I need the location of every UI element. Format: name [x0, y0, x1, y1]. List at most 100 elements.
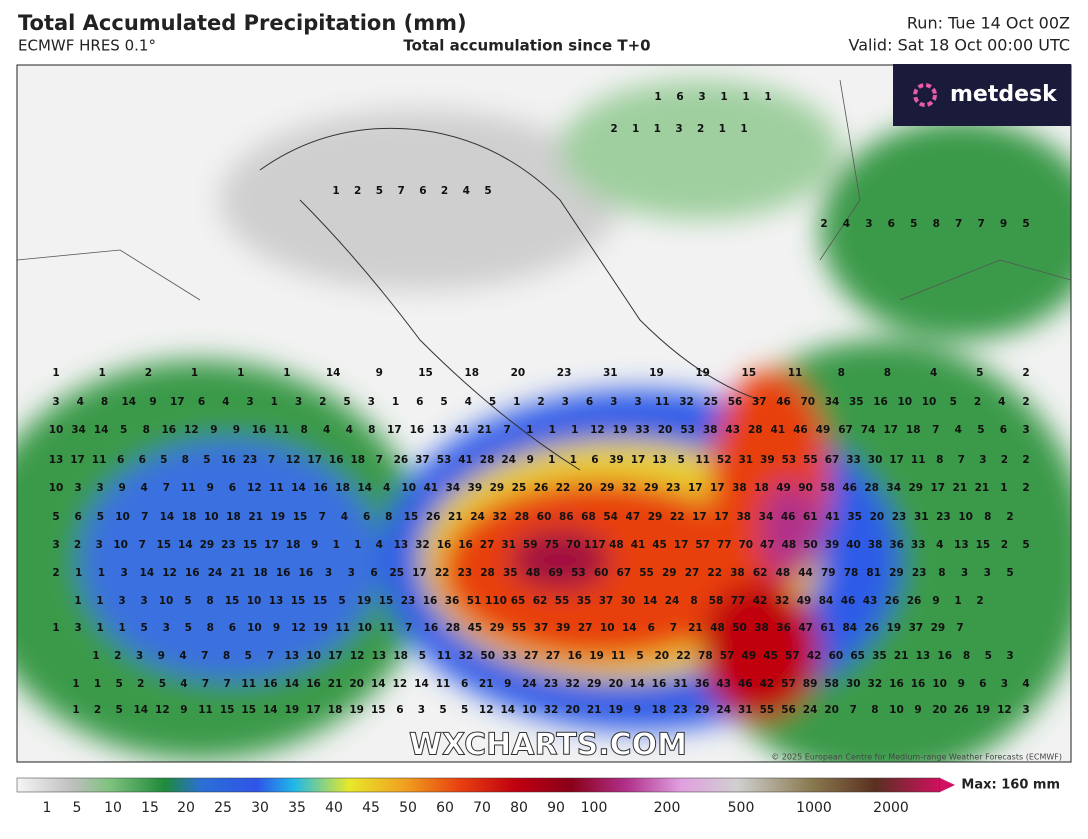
map-value: 4 [77, 396, 84, 408]
map-value: 16 [161, 424, 176, 436]
map-value: 24 [665, 595, 680, 607]
map-value: 3 [610, 396, 617, 408]
map-value: 25 [389, 567, 404, 579]
map-value: 21 [688, 622, 703, 634]
map-value: 2 [1022, 396, 1029, 408]
map-value: 1 [94, 678, 101, 690]
map-value: 3 [368, 396, 375, 408]
map-value: 48 [710, 622, 725, 634]
map-value: 4 [955, 424, 962, 436]
map-value: 15 [243, 539, 258, 551]
map-value: 11 [911, 454, 926, 466]
map-value: 21 [953, 482, 968, 494]
map-value: 30 [846, 678, 861, 690]
map-value: 36 [776, 622, 791, 634]
map-value: 15 [241, 704, 256, 716]
map-value: 49 [816, 424, 831, 436]
map-value: 36 [445, 595, 460, 607]
map-value: 117 [584, 539, 606, 551]
map-value: 3 [246, 396, 253, 408]
map-value: 29 [490, 482, 505, 494]
map-value: 2 [319, 396, 326, 408]
map-value: 69 [548, 567, 563, 579]
map-value: 14 [160, 511, 175, 523]
map-value: 5 [636, 650, 643, 662]
colorbar-label: 5 [73, 800, 82, 816]
map-value: 41 [771, 424, 786, 436]
map-value: 15 [742, 367, 757, 379]
map-value: 57 [781, 678, 796, 690]
map-value: 3 [675, 123, 682, 135]
map-value: 11 [611, 650, 626, 662]
map-value: 1 [392, 396, 399, 408]
map-value: 1 [96, 595, 103, 607]
map-value: 16 [458, 539, 473, 551]
map-value: 6 [461, 678, 468, 690]
map-value: 53 [680, 424, 695, 436]
map-value: 45 [468, 622, 483, 634]
map-value: 14 [371, 678, 386, 690]
map-value: 11 [335, 622, 350, 634]
map-value: 7 [955, 218, 962, 230]
map-value: 4 [843, 218, 850, 230]
map-value: 6 [979, 678, 986, 690]
map-value: 10 [247, 595, 262, 607]
map-value: 7 [932, 424, 939, 436]
map-value: 53 [437, 454, 452, 466]
map-value: 12 [590, 424, 605, 436]
map-value: 49 [797, 595, 812, 607]
map-value: 19 [589, 650, 604, 662]
map-value: 6 [363, 511, 370, 523]
map-value: 1 [332, 185, 339, 197]
map-value: 3 [984, 567, 991, 579]
map-value: 17 [412, 567, 427, 579]
map-value: 12 [479, 704, 494, 716]
map-value: 23 [458, 567, 473, 579]
map-value: 3 [74, 622, 81, 634]
map-value: 17 [631, 454, 646, 466]
map-value: 7 [977, 218, 984, 230]
map-value: 32 [415, 539, 430, 551]
map-value: 1 [354, 539, 361, 551]
map-value: 13 [269, 595, 284, 607]
map-value: 2 [974, 396, 981, 408]
colorbar-label: 2000 [873, 800, 909, 816]
map-value: 20 [824, 704, 839, 716]
map-value: 8 [690, 595, 697, 607]
map-value: 6 [198, 396, 205, 408]
map-value: 13 [916, 650, 931, 662]
map-value: 52 [717, 454, 732, 466]
map-value: 1 [764, 91, 771, 103]
map-value: 1 [742, 91, 749, 103]
map-value: 43 [716, 678, 731, 690]
map-value: 11 [436, 678, 451, 690]
map-value: 1 [75, 567, 82, 579]
map-value: 59 [523, 539, 538, 551]
map-value: 24 [716, 704, 731, 716]
map-value: 19 [271, 511, 286, 523]
map-value: 34 [759, 511, 774, 523]
map-value: 9 [932, 595, 939, 607]
map-value: 19 [613, 424, 628, 436]
map-value: 3 [1022, 704, 1029, 716]
map-value: 5 [52, 511, 59, 523]
map-value: 60 [594, 567, 609, 579]
colorbar-label: 40 [325, 800, 343, 816]
map-value: 77 [731, 595, 746, 607]
map-value: 23 [544, 678, 559, 690]
map-value: 7 [268, 454, 275, 466]
map-value: 9 [233, 424, 240, 436]
map-value: 39 [760, 454, 775, 466]
map-value: 7 [163, 482, 170, 494]
map-value: 70 [738, 539, 753, 551]
map-value: 43 [725, 424, 740, 436]
map-value: 12 [393, 678, 408, 690]
map-value: 23 [912, 567, 927, 579]
map-value: 47 [626, 511, 641, 523]
map-value: 6 [676, 91, 683, 103]
map-value: 36 [695, 678, 710, 690]
map-value: 4 [180, 678, 187, 690]
map-value: 19 [976, 704, 991, 716]
map-value: 8 [223, 650, 230, 662]
map-value: 13 [954, 539, 969, 551]
